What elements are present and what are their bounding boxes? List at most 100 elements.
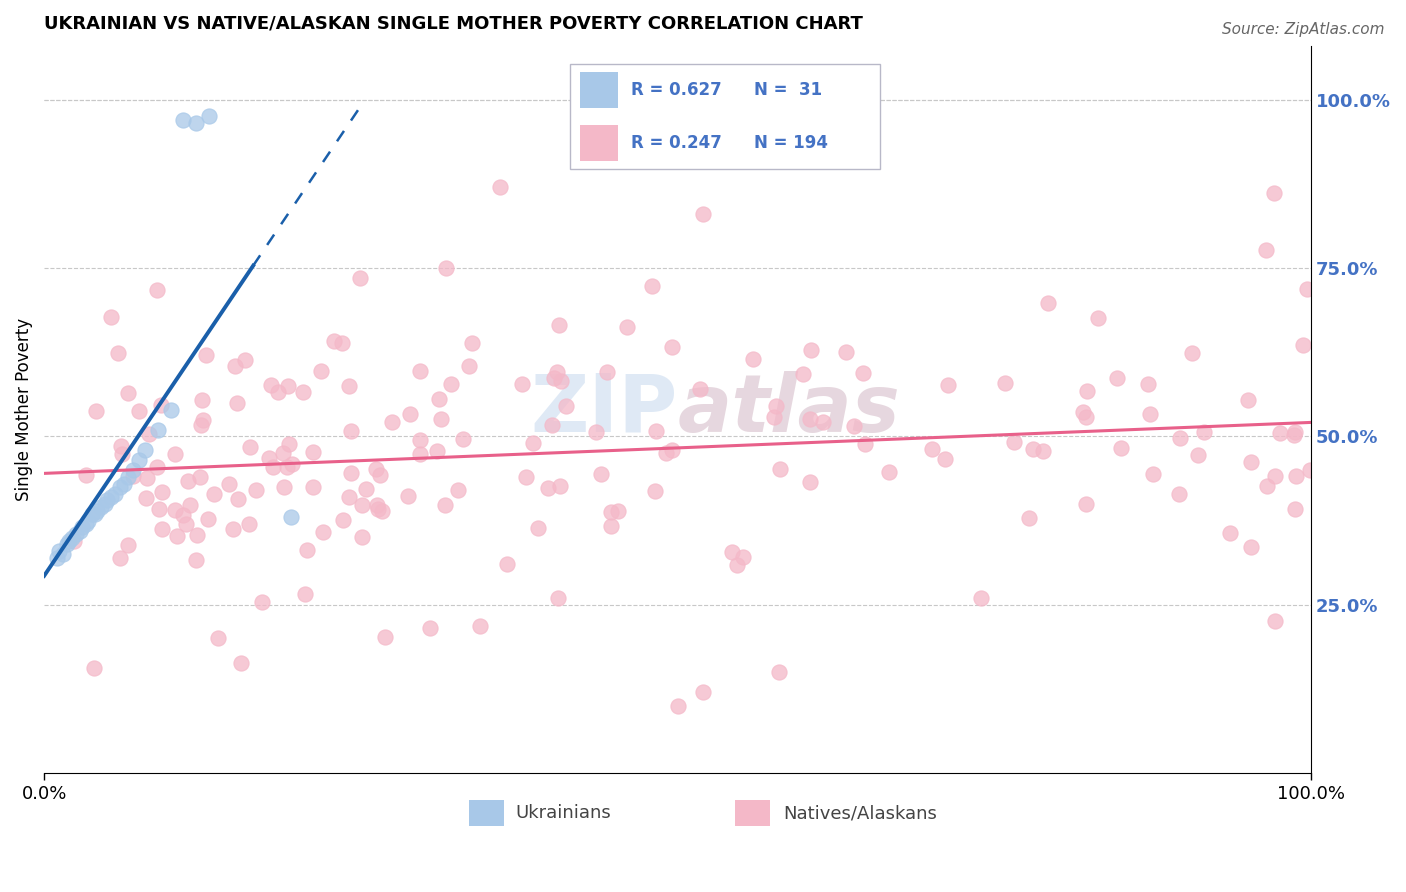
Point: [1264, 614, 1286, 628]
Point: [768, 462, 790, 476]
Point: [877, 465, 900, 479]
Point: [273, 480, 295, 494]
Point: [457, 359, 479, 373]
Point: [198, 110, 221, 124]
Point: [1219, 526, 1241, 541]
Point: [165, 503, 187, 517]
Point: [721, 544, 744, 558]
Point: [1022, 442, 1045, 457]
Point: [266, 384, 288, 399]
Point: [94, 497, 117, 511]
Point: [547, 318, 569, 332]
Point: [396, 489, 419, 503]
Point: [512, 377, 534, 392]
Point: [645, 425, 668, 439]
Point: [146, 423, 169, 437]
Point: [800, 343, 823, 357]
Point: [994, 376, 1017, 390]
Point: [468, 619, 491, 633]
Point: [58, 533, 80, 548]
Point: [166, 529, 188, 543]
Point: [1284, 428, 1306, 442]
Point: [607, 504, 630, 518]
Point: [83, 661, 105, 675]
Point: [297, 543, 319, 558]
Point: [332, 513, 354, 527]
Point: [233, 353, 256, 368]
Point: [409, 433, 432, 447]
Point: [277, 436, 299, 450]
Bar: [735, 800, 770, 827]
Point: [429, 392, 451, 407]
Text: Ukrainians: Ukrainians: [516, 805, 612, 822]
Point: [202, 487, 225, 501]
Point: [399, 407, 422, 421]
Point: [84, 404, 107, 418]
Point: [1105, 371, 1128, 385]
Point: [799, 412, 821, 426]
Text: R = 0.627: R = 0.627: [631, 81, 721, 99]
Point: [148, 502, 170, 516]
Point: [149, 398, 172, 412]
Point: [434, 261, 457, 276]
Point: [1139, 407, 1161, 421]
FancyBboxPatch shape: [569, 64, 880, 169]
Point: [309, 364, 332, 378]
Point: [146, 283, 169, 297]
Point: [589, 467, 612, 482]
Text: N = 194: N = 194: [754, 134, 828, 152]
Point: [1236, 392, 1258, 407]
Point: [1296, 282, 1319, 296]
Point: [197, 512, 219, 526]
Point: [245, 483, 267, 497]
Point: [195, 348, 218, 362]
Point: [489, 180, 512, 194]
Text: Natives/Alaskans: Natives/Alaskans: [783, 805, 936, 822]
Point: [366, 498, 388, 512]
Point: [69, 524, 91, 538]
Point: [77, 514, 100, 528]
Text: UKRAINIAN VS NATIVE/ALASKAN SINGLE MOTHER POVERTY CORRELATION CHART: UKRAINIAN VS NATIVE/ALASKAN SINGLE MOTHE…: [44, 15, 863, 33]
Point: [117, 386, 139, 401]
Text: N =  31: N = 31: [754, 81, 821, 99]
Point: [1254, 244, 1277, 258]
Point: [128, 453, 150, 467]
Point: [1284, 425, 1306, 439]
Point: [970, 591, 993, 606]
Point: [1284, 501, 1306, 516]
Point: [174, 516, 197, 531]
Point: [1032, 444, 1054, 458]
Point: [322, 334, 344, 348]
Text: R = 0.247: R = 0.247: [631, 134, 721, 152]
Point: [65, 527, 87, 541]
Point: [527, 521, 550, 535]
Text: ZIP: ZIP: [530, 370, 678, 449]
Text: atlas: atlas: [678, 370, 900, 449]
Point: [368, 468, 391, 483]
Point: [150, 522, 173, 536]
Bar: [581, 125, 619, 161]
Point: [179, 498, 201, 512]
Point: [1270, 425, 1292, 440]
Point: [292, 384, 315, 399]
Point: [689, 382, 711, 396]
Point: [104, 487, 127, 501]
Point: [100, 490, 122, 504]
Point: [446, 483, 468, 498]
Point: [337, 379, 360, 393]
Point: [48, 544, 70, 558]
Point: [1087, 310, 1109, 325]
Point: [381, 415, 404, 429]
Point: [1036, 296, 1059, 310]
Point: [110, 438, 132, 452]
Point: [1299, 462, 1322, 476]
Point: [842, 419, 865, 434]
Point: [294, 587, 316, 601]
Point: [349, 270, 371, 285]
Point: [585, 425, 607, 440]
Point: [117, 470, 139, 484]
Point: [186, 552, 208, 566]
Point: [83, 507, 105, 521]
Point: [337, 490, 360, 504]
Point: [725, 558, 748, 572]
